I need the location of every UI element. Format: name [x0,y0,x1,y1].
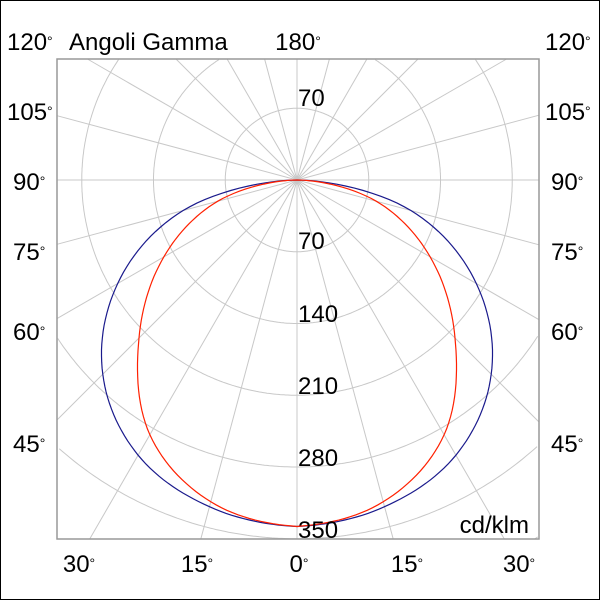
angle-label-bottom: 15° [390,551,424,578]
grid-spoke [296,58,368,181]
grid-spoke [264,58,298,181]
angle-label-left: 90° [13,169,46,196]
grid-ring [57,338,297,468]
radial-tick-label: 350 [298,517,339,544]
grid-ring [58,448,298,540]
angle-label-right: 60° [551,319,584,346]
angle-label-right: 105° [545,99,591,126]
grid-spoke [89,179,298,540]
grid-ring [296,59,513,396]
grid-spoke [296,58,507,181]
radial-tick-label: 70 [298,85,325,112]
angle-label-left: 105° [7,99,53,126]
chart-title: Angoli Gamma [69,29,228,56]
grid-spoke [296,179,540,423]
angle-label-right: 75° [551,239,584,266]
angle-label-bottom: 0° [289,551,309,578]
angle-label-120-right: 120° [545,29,591,56]
grid-ring [81,59,298,396]
grid-ring [297,336,539,468]
grid-spoke [296,58,330,181]
plot-border [56,58,540,540]
grid-spoke [226,58,298,181]
angle-label-bottom: 30° [62,551,96,578]
grid-spoke [56,179,298,245]
grid-spoke [87,58,298,181]
grid-spoke [56,115,298,181]
grid-spoke [296,179,505,540]
intensity-curve-2 [136,179,458,528]
angle-label-bottom: 30° [502,551,536,578]
radial-tick-label: 140 [298,301,339,328]
grid-ring [296,446,538,540]
grid-spoke [296,179,394,540]
grid-spoke [296,58,419,181]
grid-spoke [56,179,298,421]
grid-ring [153,59,297,324]
angle-label-left: 75° [13,239,46,266]
angle-label-bottom: 15° [180,551,214,578]
unit-label: cd/klm [459,512,529,539]
angle-label-right: 45° [551,431,584,458]
angle-label-left: 60° [13,319,46,346]
angle-label-right: 90° [551,169,584,196]
radial-tick-label: 280 [298,445,339,472]
grid-spoke [296,179,540,321]
grid-ring [297,59,441,324]
grid-spoke [200,179,298,540]
angle-label-120-left: 120° [7,29,53,56]
grid-spoke [296,114,540,181]
radial-tick-label: 210 [298,373,339,400]
radial-tick-label: 70 [298,228,325,255]
grid-spoke [175,58,298,181]
grid-spoke [56,179,298,320]
angle-label-left: 45° [13,431,46,458]
angle-label-180: 180° [275,29,321,56]
plot-area [56,58,540,540]
grid-spoke [296,179,540,246]
